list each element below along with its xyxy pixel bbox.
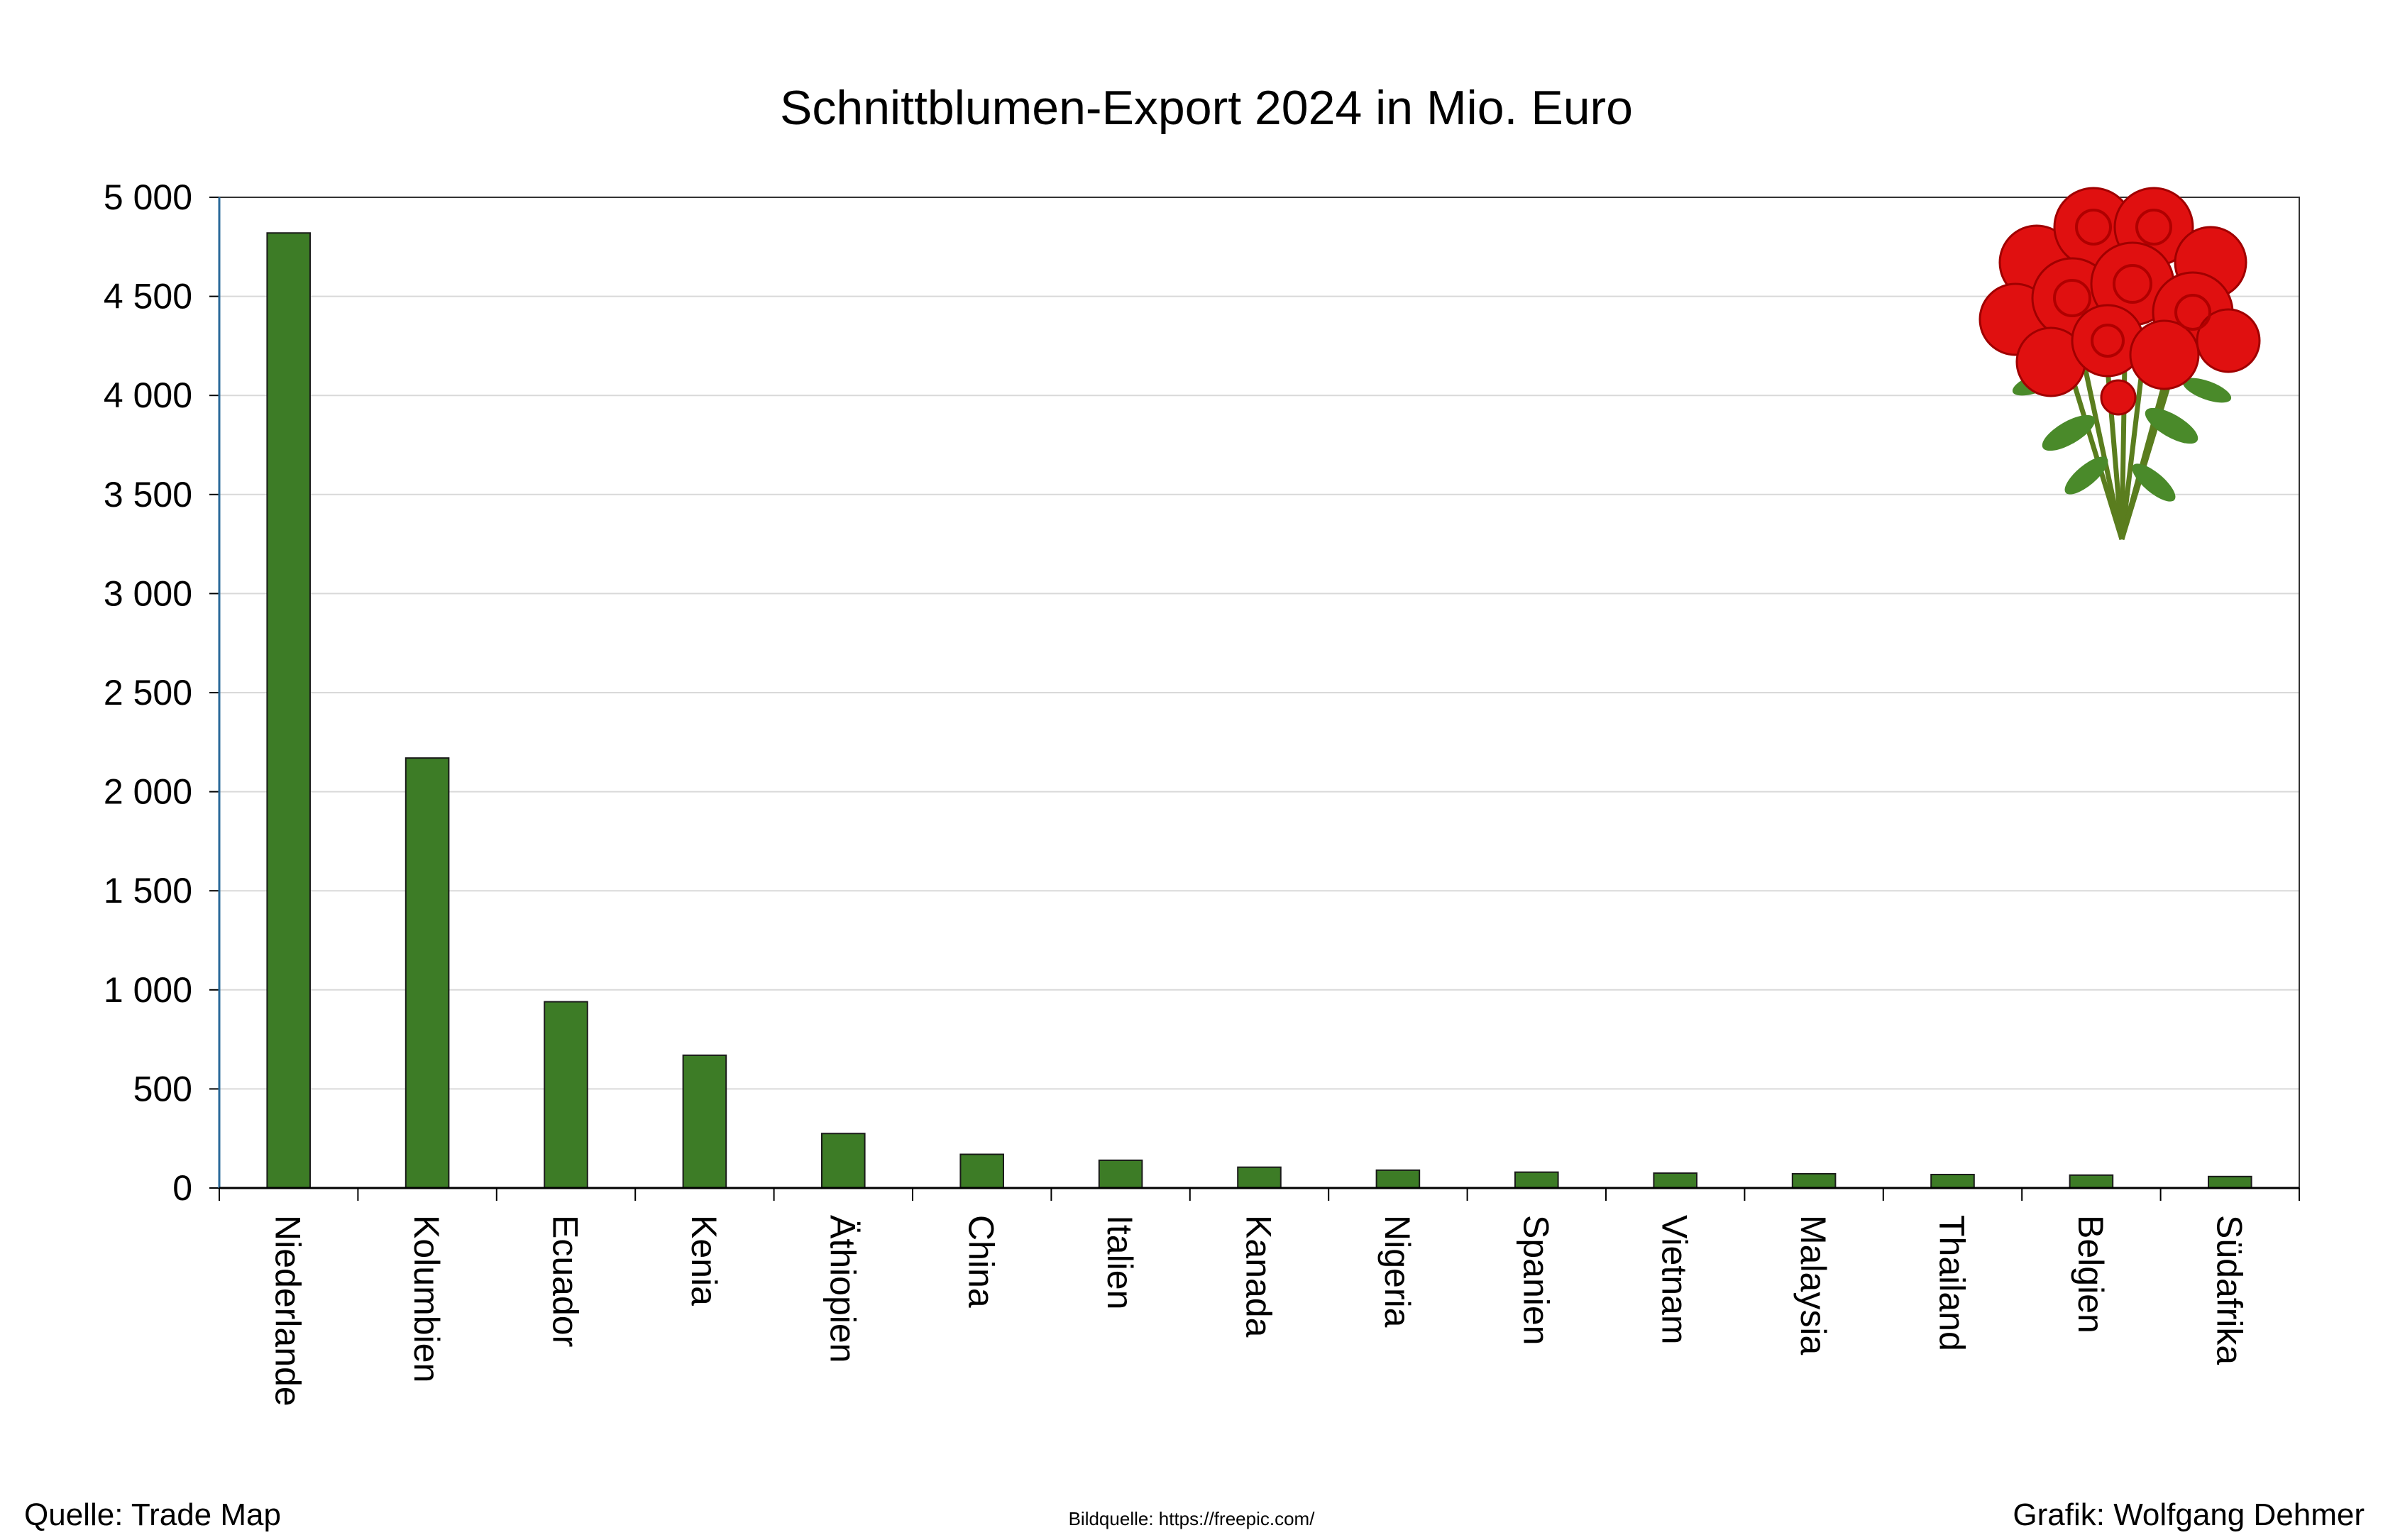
bar-malaysia	[1791, 1172, 1837, 1189]
y-tick-label: 1 500	[104, 871, 192, 911]
bar-nigeria	[1375, 1169, 1421, 1189]
bar-niederlande	[266, 232, 311, 1189]
x-tick-label: Nigeria	[1377, 1215, 1417, 1328]
bar-kanada	[1237, 1166, 1282, 1189]
bars	[266, 232, 2252, 1189]
x-tick-label: Thailand	[1932, 1215, 1972, 1351]
y-tick-label: 1 000	[104, 970, 192, 1010]
bar-belgien	[2069, 1174, 2114, 1189]
x-tick-label: Äthiopien	[822, 1215, 862, 1363]
bar-spanien	[1514, 1171, 1559, 1189]
y-tick-labels: 0 500 1 000 1 500 2 000 2 500 3 000 3 500 4 000 4…	[104, 177, 192, 1208]
chart-title: Schnittblumen-Export 2024 in Mio. Euro	[780, 81, 1633, 135]
y-tick-label: 3 000	[104, 573, 192, 613]
y-tick-label: 4 500	[104, 277, 192, 317]
y-tick-label: 2 500	[104, 673, 192, 713]
x-tick-label: Belgien	[2071, 1215, 2110, 1333]
y-tick-label: 3 500	[104, 475, 192, 515]
y-tick-label: 5 000	[104, 177, 192, 217]
bar-äthiopien	[821, 1133, 866, 1189]
credit-note: Grafik: Wolfgang Dehmer	[2013, 1497, 2365, 1532]
source-note: Quelle: Trade Map	[24, 1497, 281, 1532]
y-tick-label: 500	[133, 1069, 192, 1109]
y-tick-label: 0	[172, 1168, 192, 1208]
x-tick-labels: Niederlande Kolumbien Ecuador Kenia Äthiopie…	[268, 1215, 2250, 1407]
x-tick-label: Kanada	[1239, 1215, 1279, 1338]
y-tick-label: 4 000	[104, 375, 192, 415]
bar-kolumbien	[404, 757, 450, 1189]
x-tick-label: Vietnam	[1655, 1215, 1695, 1345]
bar-ecuador	[544, 1001, 588, 1189]
x-tick-label: Niederlande	[268, 1215, 308, 1407]
x-tick-label: Spanien	[1516, 1215, 1556, 1346]
x-tick-label: Malaysia	[1793, 1215, 1833, 1355]
x-tick-label: China	[962, 1215, 1001, 1308]
bar-thailand	[1930, 1174, 1975, 1189]
x-tick-label: Kenia	[684, 1215, 724, 1306]
rose-bouquet-icon	[1979, 187, 2261, 541]
bar-china	[959, 1153, 1004, 1189]
y-tick-label: 2 000	[104, 772, 192, 812]
bar-südafrika	[2208, 1175, 2252, 1189]
x-tick-label: Ecuador	[546, 1215, 585, 1347]
axes	[209, 197, 2300, 1201]
x-tick-label: Kolumbien	[407, 1215, 446, 1382]
x-tick-label: Italien	[1100, 1215, 1140, 1309]
bar-vietnam	[1653, 1172, 1697, 1189]
image-source-note: Bildquelle: https://freepic.com/	[1068, 1508, 1315, 1529]
bar-italien	[1098, 1159, 1143, 1189]
bar-kenia	[682, 1054, 727, 1189]
x-tick-label: Südafrika	[2209, 1215, 2249, 1365]
